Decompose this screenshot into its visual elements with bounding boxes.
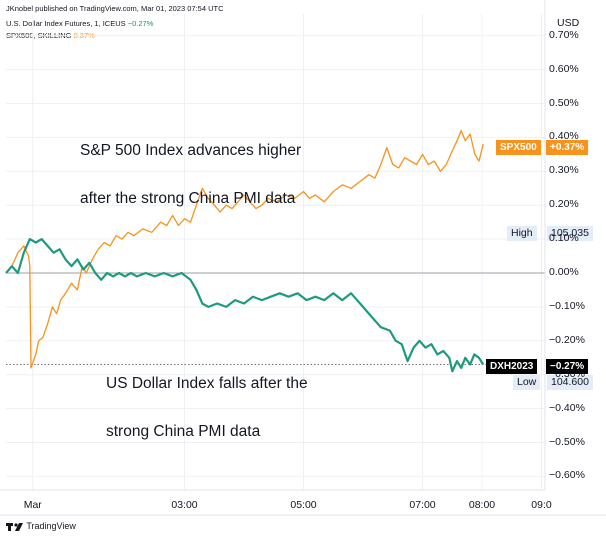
tradingview-logo-icon [6, 522, 23, 531]
spx-annotation: S&P 500 Index advances higher after the … [80, 111, 301, 239]
y-tick-label: −0.20% [549, 333, 585, 346]
high-label: High [507, 226, 537, 241]
dxy-series-line [5, 238, 485, 373]
currency-label: USD [557, 17, 580, 29]
y-tick-label: −0.40% [549, 401, 585, 414]
dxy-legend-change: −0.27% [127, 19, 154, 28]
x-tick-label: 09:0 [531, 499, 552, 511]
dxy-annotation: US Dollar Index falls after the strong C… [106, 344, 308, 472]
x-tick-label: 07:00 [409, 499, 436, 511]
tradingview-footer[interactable]: TradingView [6, 521, 76, 532]
y-tick-label: 0.30% [549, 164, 579, 177]
y-tick-label: 0.20% [549, 198, 579, 211]
low-label: Low [513, 375, 541, 390]
high-value: 105.035 [547, 226, 593, 241]
y-tick-label: −0.60% [549, 469, 585, 482]
dxy-annotation-line-1: US Dollar Index falls after the [106, 375, 308, 392]
x-tick-label: 05:00 [290, 499, 317, 511]
y-tick-label: 0.00% [549, 266, 579, 278]
y-tick-label: −0.50% [549, 435, 585, 448]
dxy-value-tag[interactable]: −0.27% [546, 359, 589, 374]
y-tick-label: 0.60% [549, 62, 579, 75]
y-tick-label: 0.70% [549, 28, 579, 41]
low-value: 104.600 [547, 375, 593, 390]
y-tick-label: 0.50% [549, 96, 579, 109]
spx-annotation-line-1: S&P 500 Index advances higher [80, 142, 302, 159]
publisher-line: JKnobel published on TradingView.com, Ma… [6, 4, 224, 13]
spx-annotation-line-2: after the strong China PMI data [80, 190, 296, 207]
y-tick-label: 0.40% [549, 130, 579, 143]
y-tick-label: 0.10% [549, 232, 579, 245]
y-tick-label: −0.30% [549, 367, 585, 380]
dxy-legend[interactable]: U.S. Dollar Index Futures, 1, ICEUS −0.2… [6, 19, 153, 28]
tradingview-brand: TradingView [26, 521, 76, 531]
dxy-annotation-line-2: strong China PMI data [106, 423, 261, 440]
x-tick-label: 03:00 [171, 499, 198, 511]
spx-series-line [5, 129, 484, 369]
dxy-name-tag[interactable]: DXH2023 [486, 359, 538, 374]
spx-value-tag[interactable]: +0.37% [546, 140, 589, 155]
y-tick-label: −0.10% [549, 299, 585, 312]
x-tick-label: Mar [23, 499, 42, 511]
x-tick-label: 08:00 [468, 499, 496, 511]
spx-name-tag[interactable]: SPX500 [496, 140, 541, 155]
dxy-legend-name: U.S. Dollar Index Futures, 1, ICEUS [6, 19, 126, 28]
